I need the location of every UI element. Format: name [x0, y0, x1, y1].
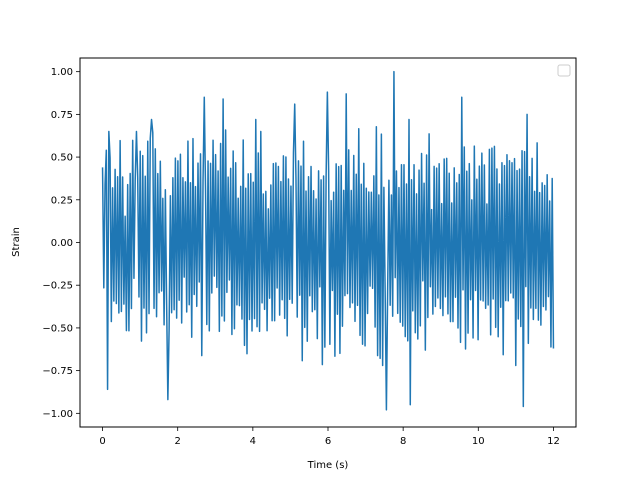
- x-tick-label: 4: [250, 436, 256, 447]
- y-axis: −1.00 −0.75 −0.50 −0.25 0.00 0.25 0.50 0.75 1.00: [42, 67, 80, 420]
- x-tick-label: 0: [99, 436, 105, 447]
- x-tick-label: 12: [547, 436, 560, 447]
- x-tick-label: 8: [400, 436, 406, 447]
- series-layer: [103, 72, 554, 410]
- x-axis-label: Time (s): [307, 460, 349, 471]
- y-tick-label: 0.75: [51, 110, 73, 121]
- y-tick-label: 0.50: [51, 153, 73, 164]
- y-tick-label: 0.25: [51, 195, 73, 206]
- x-tick-label: 6: [325, 436, 331, 447]
- x-axis: 0 2 4 6 8 10 12: [99, 427, 559, 447]
- x-tick-label: 10: [472, 436, 485, 447]
- y-tick-label: −0.75: [42, 366, 73, 377]
- strain-series-line: [103, 72, 554, 410]
- y-tick-label: −0.50: [42, 323, 73, 334]
- y-tick-label: 0.00: [51, 238, 73, 249]
- y-axis-label: Strain: [11, 227, 22, 257]
- y-tick-label: −0.25: [42, 281, 73, 292]
- y-tick-label: 1.00: [51, 67, 73, 78]
- x-tick-label: 2: [175, 436, 181, 447]
- y-tick-label: −1.00: [42, 409, 73, 420]
- legend-box: [558, 65, 570, 76]
